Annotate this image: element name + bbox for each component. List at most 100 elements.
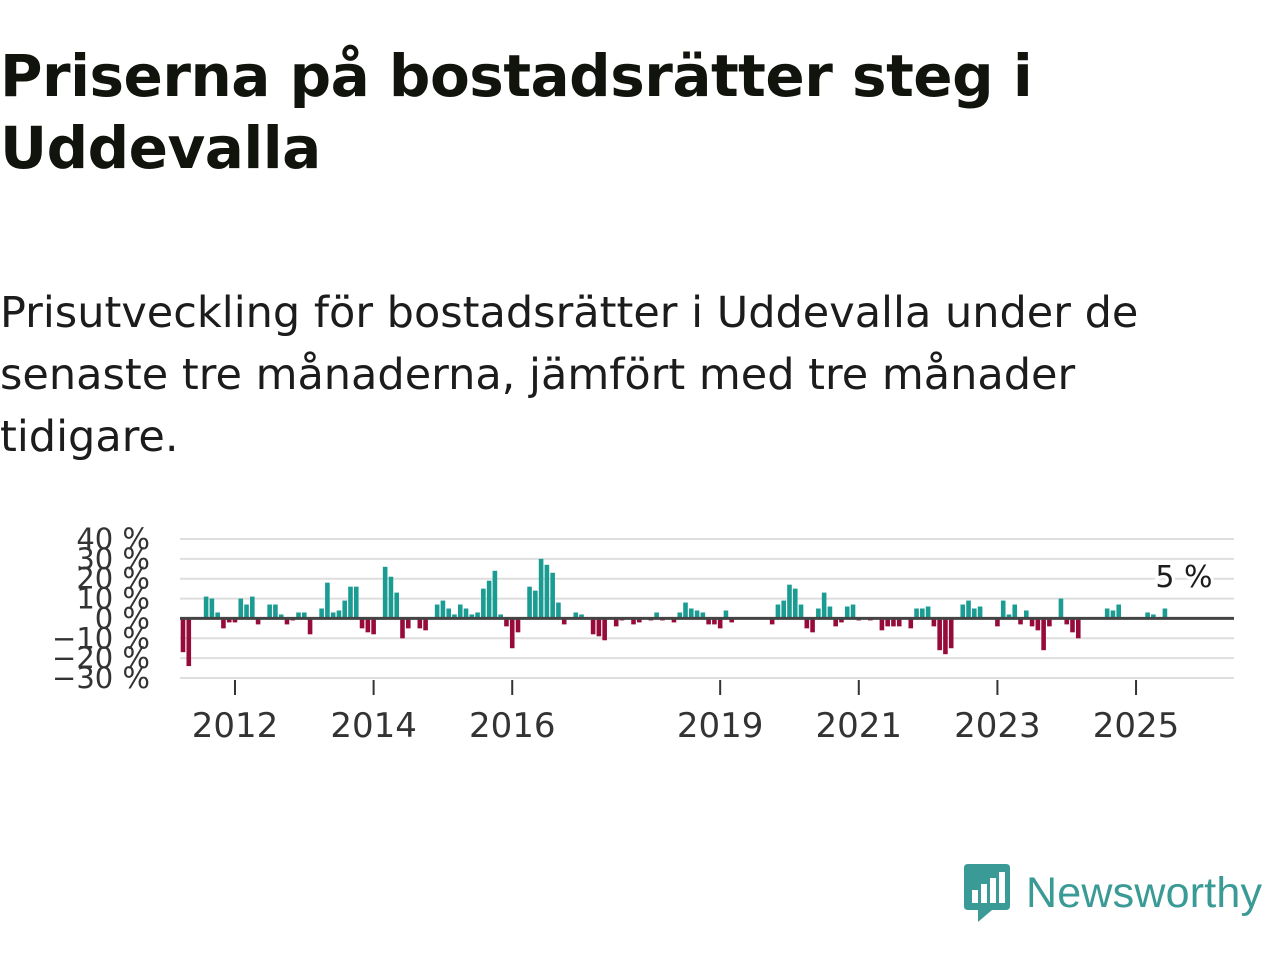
chart-title: Priserna på bostadsrätter steg i Uddeval… — [0, 42, 1033, 182]
bar — [977, 606, 983, 619]
newsworthy-icon — [964, 864, 1010, 922]
bar — [844, 606, 850, 619]
bar — [457, 604, 463, 619]
bar — [1151, 614, 1156, 619]
bar — [694, 610, 700, 619]
last-value-label: 5 % — [1155, 560, 1212, 595]
bar — [972, 608, 977, 619]
bar — [810, 618, 815, 633]
y-tick-label: −10 % — [52, 621, 150, 655]
x-tick-label: 2025 — [1093, 706, 1180, 746]
bar — [302, 612, 307, 619]
newsworthy-logo: Newsworthy — [962, 862, 1262, 924]
bar — [960, 604, 966, 619]
bar — [816, 608, 821, 619]
bar — [792, 588, 798, 619]
bar — [1162, 608, 1168, 619]
bar — [1070, 618, 1075, 633]
bar — [238, 598, 244, 619]
bar — [1018, 618, 1023, 625]
bars — [180, 558, 1168, 667]
bar — [469, 614, 475, 619]
bar — [1110, 610, 1116, 619]
bar — [382, 566, 388, 619]
bar — [654, 612, 659, 619]
bar — [203, 596, 209, 619]
y-tick-label: 10 % — [76, 582, 150, 616]
bar — [244, 604, 249, 619]
brand-name: Newsworthy — [1026, 868, 1263, 917]
bar — [348, 586, 353, 619]
bar — [1104, 608, 1110, 619]
bar — [515, 618, 521, 633]
bar — [180, 618, 186, 653]
bar — [215, 612, 220, 619]
bar — [920, 608, 925, 619]
bar — [1145, 612, 1150, 619]
bar — [319, 608, 324, 619]
bar — [209, 598, 215, 619]
bar — [434, 604, 440, 619]
bar — [1116, 604, 1122, 619]
bar — [723, 610, 729, 619]
bar — [931, 618, 937, 627]
gridlines — [180, 538, 1234, 679]
bar — [394, 592, 400, 619]
bar — [446, 608, 451, 619]
bar — [677, 612, 683, 619]
bar — [481, 588, 486, 619]
bar — [342, 600, 348, 619]
bar — [186, 618, 192, 667]
bar — [850, 604, 856, 619]
bar — [891, 618, 896, 627]
bar — [561, 618, 567, 625]
bar — [896, 618, 902, 627]
bar — [1075, 618, 1081, 639]
bar — [509, 618, 515, 649]
y-tick-label: −30 % — [52, 661, 150, 695]
bar — [1047, 618, 1052, 627]
x-tick-label: 2019 — [677, 706, 764, 746]
bar — [712, 618, 717, 625]
bar — [1024, 610, 1029, 619]
bar — [729, 618, 735, 623]
bar — [948, 618, 954, 649]
y-tick-label: 0 % — [95, 601, 150, 635]
y-tick-label: −20 % — [52, 641, 150, 675]
bar — [943, 618, 948, 655]
bar — [833, 618, 838, 627]
bar — [908, 618, 914, 629]
bar — [798, 604, 804, 619]
bar — [596, 618, 602, 637]
x-tick-label: 2021 — [816, 706, 903, 746]
bar — [775, 604, 781, 619]
bar — [804, 618, 810, 629]
x-tick-label: 2014 — [330, 706, 417, 746]
bar — [885, 618, 890, 627]
bar — [966, 600, 971, 619]
bar — [1058, 598, 1064, 619]
bar — [325, 582, 330, 619]
bar — [359, 618, 365, 629]
bar — [1000, 600, 1006, 619]
bar — [278, 614, 284, 619]
bar — [330, 612, 336, 619]
bar — [1006, 614, 1012, 619]
bar — [550, 572, 555, 619]
bar — [498, 614, 503, 619]
bar — [388, 576, 394, 619]
y-tick-label: 20 % — [76, 562, 150, 596]
bar — [781, 600, 786, 619]
x-axis: 2012 2014 2016 2019 2021 2023 2025 — [192, 680, 1180, 746]
bar — [365, 618, 371, 633]
bar — [400, 618, 405, 639]
bar — [700, 612, 706, 619]
bar — [226, 618, 232, 623]
bar — [492, 570, 498, 619]
y-tick-label: 30 % — [76, 542, 150, 576]
bar — [706, 618, 711, 625]
bar — [255, 618, 261, 625]
bar — [787, 584, 792, 619]
bar — [937, 618, 942, 651]
bar — [637, 618, 642, 623]
